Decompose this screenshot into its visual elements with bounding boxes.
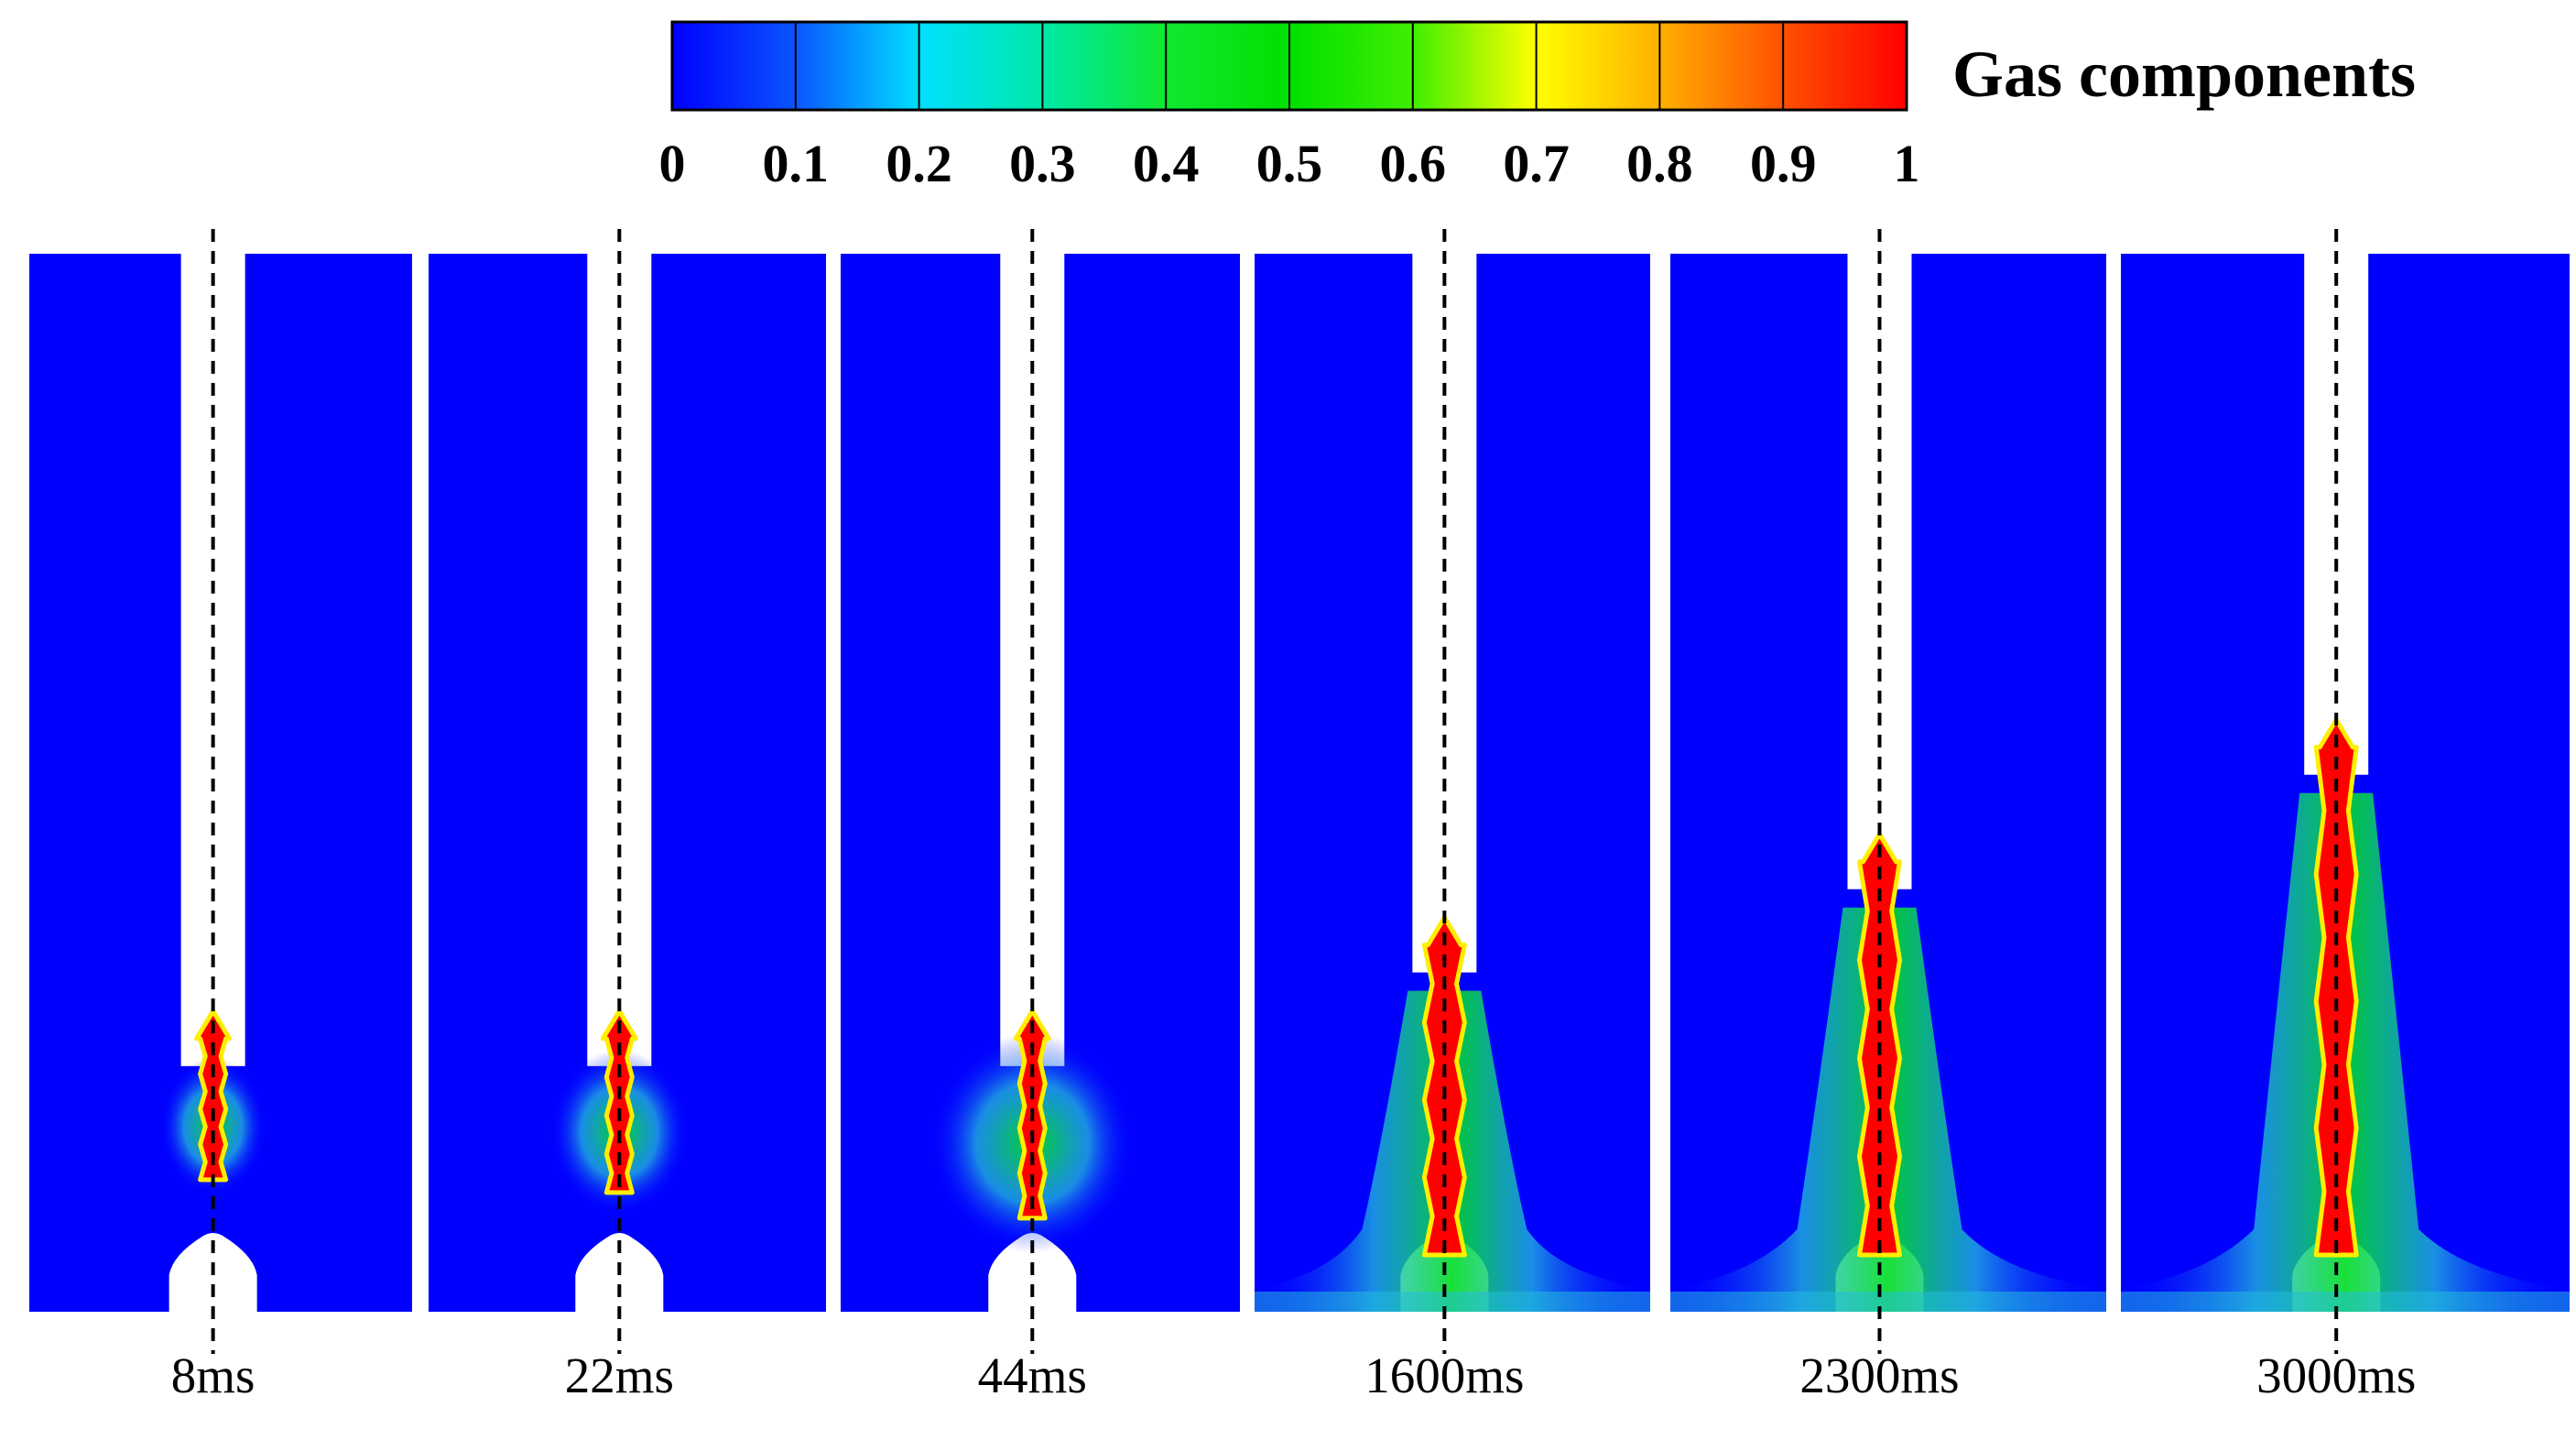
bottom-mixing-layer — [2121, 1292, 2570, 1312]
colorbar-tick-label: 0.7 — [1503, 134, 1570, 193]
time-label: 8ms — [171, 1347, 255, 1403]
colorbar-tick-label: 0.4 — [1133, 134, 1200, 193]
colorbar-tick-label: 0.6 — [1380, 134, 1447, 193]
colorbar-dividers — [794, 22, 1785, 110]
time-label: 2300ms — [1799, 1347, 1959, 1403]
colorbar-tick-label: 0.1 — [763, 134, 830, 193]
panel-44ms: 44ms — [841, 229, 1240, 1403]
panel-8ms: 8ms — [29, 229, 412, 1403]
time-label: 44ms — [978, 1347, 1087, 1403]
time-label: 3000ms — [2256, 1347, 2416, 1403]
bottom-mixing-layer — [1670, 1292, 2106, 1312]
panel-1600ms: 1600ms — [1255, 229, 1650, 1403]
bottom-mixing-layer — [1255, 1292, 1650, 1312]
colorbar-tick-label: 0.3 — [1009, 134, 1076, 193]
time-label: 1600ms — [1364, 1347, 1524, 1403]
colorbar-tick-label: 0.9 — [1750, 134, 1817, 193]
colorbar: 0 0.1 0.2 0.3 0.4 0.5 0.6 0.7 0.8 0.9 1 Gas compon… — [659, 20, 2416, 193]
colorbar-tick-label: 0.2 — [886, 134, 952, 193]
colorbar-tick-labels: 0 0.1 0.2 0.3 0.4 0.5 0.6 0.7 0.8 0.9 1 — [659, 134, 1920, 193]
gas-column — [1421, 915, 1467, 1258]
time-label: 22ms — [565, 1347, 674, 1403]
panels: 8ms 22ms 44ms 1600ms 2300ms 3000ms — [29, 229, 2570, 1403]
panel-22ms: 22ms — [429, 229, 826, 1403]
panel-2300ms: 2300ms — [1670, 229, 2106, 1403]
colorbar-title: Gas components — [1952, 38, 2416, 111]
colorbar-tick-label: 0 — [659, 134, 686, 193]
colorbar-tick-label: 0.8 — [1626, 134, 1693, 193]
panel-3000ms: 3000ms — [2121, 229, 2570, 1403]
gas-column — [600, 1009, 638, 1195]
colorbar-tick-label: 0.5 — [1256, 134, 1323, 193]
colorbar-tick-label: 1 — [1894, 134, 1920, 193]
